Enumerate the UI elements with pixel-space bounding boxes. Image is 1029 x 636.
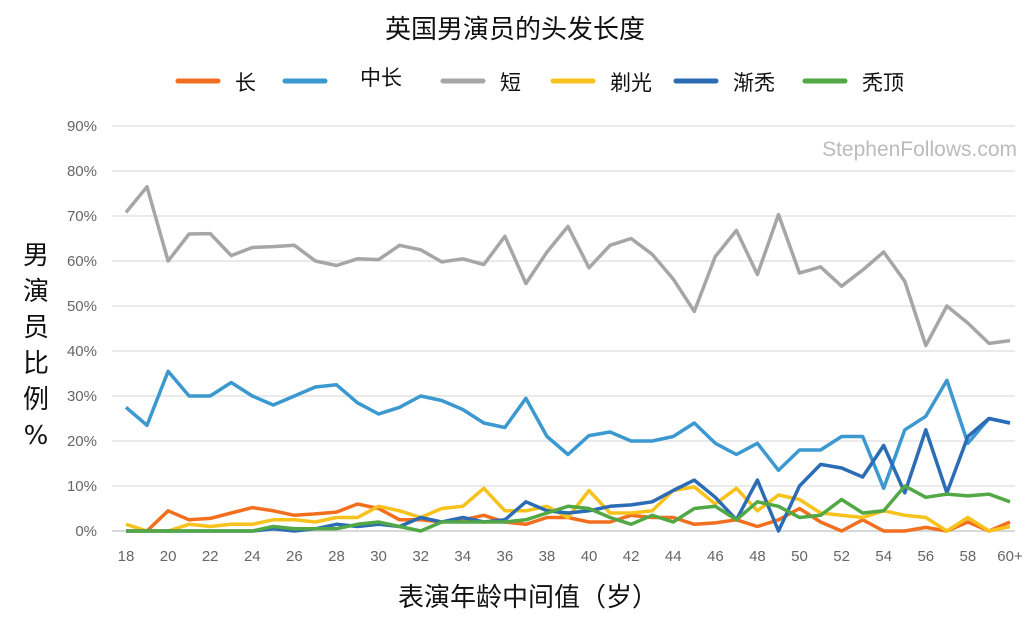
series-lines: [124, 185, 1011, 533]
legend-label: 长: [235, 71, 256, 95]
y-tick-label: 60%: [67, 253, 97, 270]
x-tick-label: 24: [244, 548, 261, 565]
x-tick-label: 42: [623, 548, 640, 565]
series-line-1: [124, 369, 1011, 491]
y-tick-label: 50%: [67, 298, 97, 315]
x-tick-label: 30: [370, 548, 387, 565]
chart-title: 英国男演员的头发长度: [385, 15, 645, 45]
y-tick-label: 90%: [67, 118, 97, 135]
x-tick-label: 46: [707, 548, 724, 565]
legend-label: 秃顶: [862, 71, 904, 95]
watermark: StephenFollows.com: [822, 138, 1017, 161]
x-axis-title: 表演年龄中间值（岁）: [398, 583, 658, 613]
x-tick-label: 32: [412, 548, 429, 565]
legend-label: 剃光: [610, 71, 652, 95]
gridlines: [112, 125, 1015, 532]
x-tick-label: 36: [497, 548, 514, 565]
y-tick-label: 40%: [67, 343, 97, 360]
x-tick-label: 20: [160, 548, 177, 565]
x-axis-ticks: 18 20 22 24 26 28 30 32 34 36 38 40 42 44 46 48 50 52 54 56…: [118, 548, 1023, 565]
legend-label: 中长: [360, 66, 402, 90]
legend-label: 短: [500, 71, 521, 95]
x-tick-label: 22: [202, 548, 219, 565]
y-tick-label: 0%: [75, 523, 97, 540]
x-tick-label: 52: [833, 548, 850, 565]
legend: 长 中长 短 剃光 渐秃 秃顶: [175, 66, 904, 95]
series-line-4: [126, 416, 1011, 533]
x-tick-label: 50: [791, 548, 808, 565]
y-tick-label: 20%: [67, 433, 97, 450]
x-tick-label: 58: [960, 548, 977, 565]
y-tick-label: 30%: [67, 388, 97, 405]
y-tick-label: 10%: [67, 478, 97, 495]
x-tick-label: 56: [917, 548, 934, 565]
y-axis-title: 男演员比例%: [22, 241, 49, 451]
x-tick-label: 38: [539, 548, 556, 565]
legend-label: 渐秃: [733, 71, 775, 95]
x-tick-label: 18: [118, 548, 135, 565]
series-line-3: [125, 485, 1011, 533]
y-axis-ticks: 0% 10% 20% 30% 40% 50% 60% 70% 80% 90%: [67, 118, 97, 540]
x-tick-label: 34: [454, 548, 471, 565]
y-tick-label: 70%: [67, 208, 97, 225]
x-tick-label: 54: [875, 548, 892, 565]
x-tick-label: 48: [749, 548, 766, 565]
x-tick-label: 60+: [997, 548, 1023, 565]
x-tick-label: 44: [665, 548, 682, 565]
x-tick-label: 28: [328, 548, 345, 565]
series-line-5: [126, 484, 1011, 533]
y-tick-label: 80%: [67, 163, 97, 180]
x-tick-label: 40: [581, 548, 598, 565]
x-tick-label: 26: [286, 548, 303, 565]
series-line-2: [124, 185, 1011, 348]
